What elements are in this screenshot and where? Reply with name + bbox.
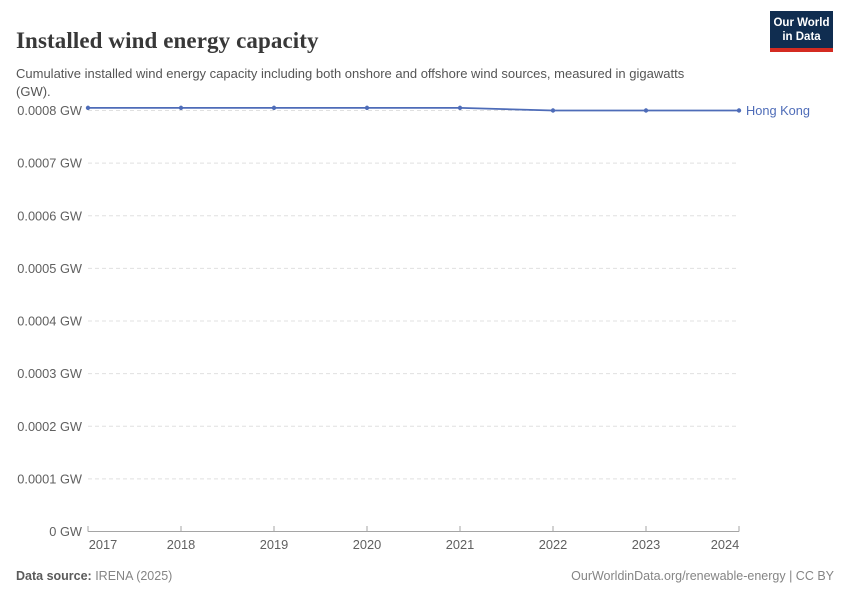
data-point[interactable] [364, 105, 370, 111]
owid-logo-line2: in Data [782, 31, 821, 43]
data-point[interactable] [550, 108, 556, 113]
y-axis-tick-label: 0.0006 GW [17, 208, 83, 223]
data-point[interactable] [643, 108, 649, 113]
owid-logo[interactable]: Our World in Data [770, 11, 833, 52]
y-axis-tick-label: 0.0003 GW [17, 366, 83, 381]
x-axis-tick-label: 2022 [539, 537, 567, 552]
y-axis-tick-label: 0 GW [49, 524, 83, 539]
y-axis-tick-label: 0.0005 GW [17, 261, 83, 276]
data-point[interactable] [457, 105, 463, 111]
chart-title: Installed wind energy capacity [16, 28, 319, 54]
x-axis-tick-label: 2023 [632, 537, 660, 552]
data-point[interactable] [271, 105, 277, 111]
y-axis-tick-label: 0.0002 GW [17, 419, 83, 434]
x-axis-tick-label: 2017 [89, 537, 117, 552]
data-point[interactable] [178, 105, 184, 111]
credit-link[interactable]: OurWorldinData.org/renewable-energy | CC… [571, 569, 834, 583]
owid-logo-line1: Our World [773, 17, 830, 29]
x-axis-tick-label: 2018 [167, 537, 195, 552]
x-axis-tick-label: 2019 [260, 537, 288, 552]
y-axis-tick-label: 0.0007 GW [17, 156, 83, 171]
chart-subtitle: Cumulative installed wind energy capacit… [16, 66, 685, 99]
data-point[interactable] [736, 108, 742, 113]
y-axis-tick-label: 0.0008 GW [17, 103, 83, 118]
data-source-label: Data source: [16, 569, 92, 583]
series-label-hong-kong[interactable]: Hong Kong [746, 103, 810, 118]
series-line-hong-kong[interactable] [88, 107, 739, 112]
x-axis-tick-label: 2020 [353, 537, 381, 552]
data-source: Data source: IRENA (2025) [16, 569, 172, 583]
x-axis-tick-label: 2021 [446, 537, 474, 552]
chart-footer: Data source: IRENA (2025) OurWorldinData… [16, 569, 834, 583]
y-axis-tick-label: 0.0001 GW [17, 471, 83, 486]
y-axis-tick-label: 0.0004 GW [17, 314, 83, 329]
data-source-value: IRENA (2025) [91, 569, 173, 583]
x-axis-tick-label: 2024 [711, 537, 739, 552]
data-point[interactable] [85, 105, 91, 111]
